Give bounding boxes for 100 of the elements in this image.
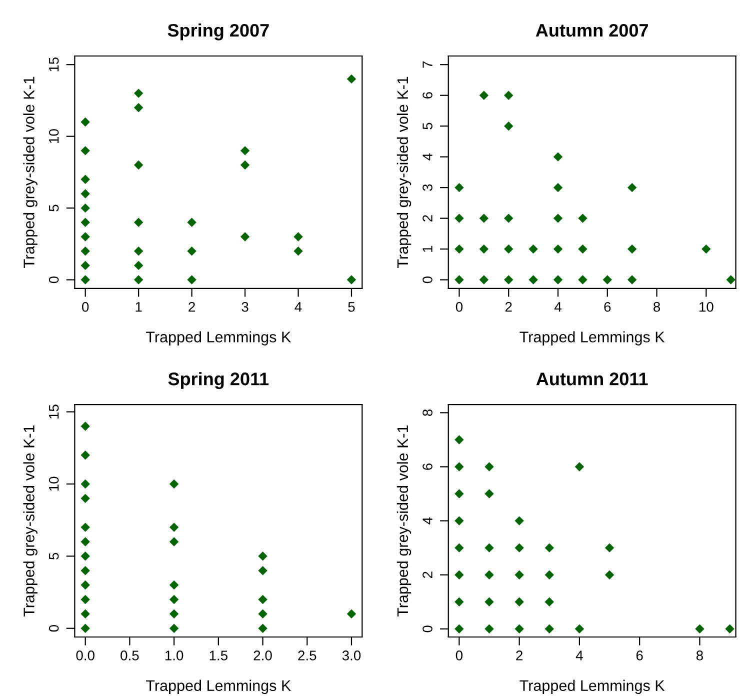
x-tick-label: 4 [554,302,562,312]
point [80,174,90,184]
point [187,218,196,228]
point [454,244,464,254]
point [504,214,514,223]
x-tick-label: 3 [242,302,248,312]
y-tick-label: 10 [48,476,59,491]
point [484,543,494,552]
y-axis-title: Trapped grey-sided vole K-1 [23,425,38,617]
point [169,522,179,532]
point [80,260,90,270]
point [454,543,464,552]
point [134,160,144,170]
x-tick-label: 4 [576,650,583,660]
point [187,246,196,256]
point [627,275,637,284]
x-tick-label: 6 [636,650,643,660]
x-tick-label: 0 [456,650,463,660]
point [134,260,144,270]
point [346,275,356,284]
point [80,594,90,604]
y-tick-label: 15 [49,57,59,72]
point [627,244,637,254]
y-tick-label: 5 [422,122,432,130]
point [484,489,494,498]
point [240,160,250,170]
x-tick-label: 2 [505,302,512,312]
point [169,479,179,489]
point [169,537,179,546]
x-tick-label: 10 [700,302,714,312]
y-tick-label: 15 [49,404,59,418]
point [454,570,464,580]
x-tick-label: 4 [294,302,302,312]
point [80,537,90,546]
point [258,624,268,633]
point [514,543,524,552]
point [454,597,464,606]
point [169,624,179,633]
y-tick-label: 1 [422,246,432,252]
point [80,275,90,284]
x-tick-label: 0.5 [120,650,139,660]
y-tick-label: 5 [49,204,59,212]
point [80,218,90,228]
chart-title: Spring 2011 [168,372,269,389]
y-tick-label: 0 [48,276,59,284]
y-tick-label: 0 [422,276,432,284]
point [604,543,614,552]
point [294,232,303,242]
x-axis-title: Trapped Lemmings K [146,680,291,694]
point [504,244,514,254]
point [578,214,588,223]
point [454,275,464,284]
point [484,624,494,634]
y-tick-label: 6 [422,92,432,99]
x-tick-label: 5 [348,302,355,312]
point [604,570,614,580]
point [80,609,90,619]
point [726,275,736,284]
y-tick-label: 4 [422,517,432,524]
x-tick-label: 6 [604,302,611,312]
point [484,597,494,606]
point [578,244,588,254]
point [258,552,268,561]
y-axis-title: Trapped grey-sided vole K-1 [23,76,38,268]
point [134,88,144,98]
point [528,275,538,284]
point [454,489,464,498]
chart-title: Autumn 2011 [536,372,648,386]
point [553,275,563,284]
point [574,462,584,472]
point [544,624,554,634]
point [80,624,90,633]
point [240,146,250,156]
point [346,609,356,619]
point [454,624,464,634]
point [454,516,464,526]
y-tick-label: 2 [422,215,432,222]
y-tick-label: 0 [422,626,432,632]
chart-title: Autumn 2007 [536,24,648,37]
point [725,624,734,634]
point [80,422,90,431]
point [627,182,637,192]
point [544,543,554,552]
point [514,570,524,580]
point [479,244,489,254]
x-tick-label: 2.5 [298,650,316,660]
point [134,103,144,112]
x-tick-label: 3.0 [342,650,361,660]
point [553,244,563,254]
point [346,74,356,84]
x-tick-label: 8 [654,302,660,312]
point [80,580,90,590]
point [80,522,90,532]
point [80,479,90,489]
point [80,450,90,460]
point [544,570,554,580]
point [169,580,179,590]
point [134,218,144,228]
x-axis-title: Trapped Lemmings K [146,331,291,346]
point [258,594,268,604]
